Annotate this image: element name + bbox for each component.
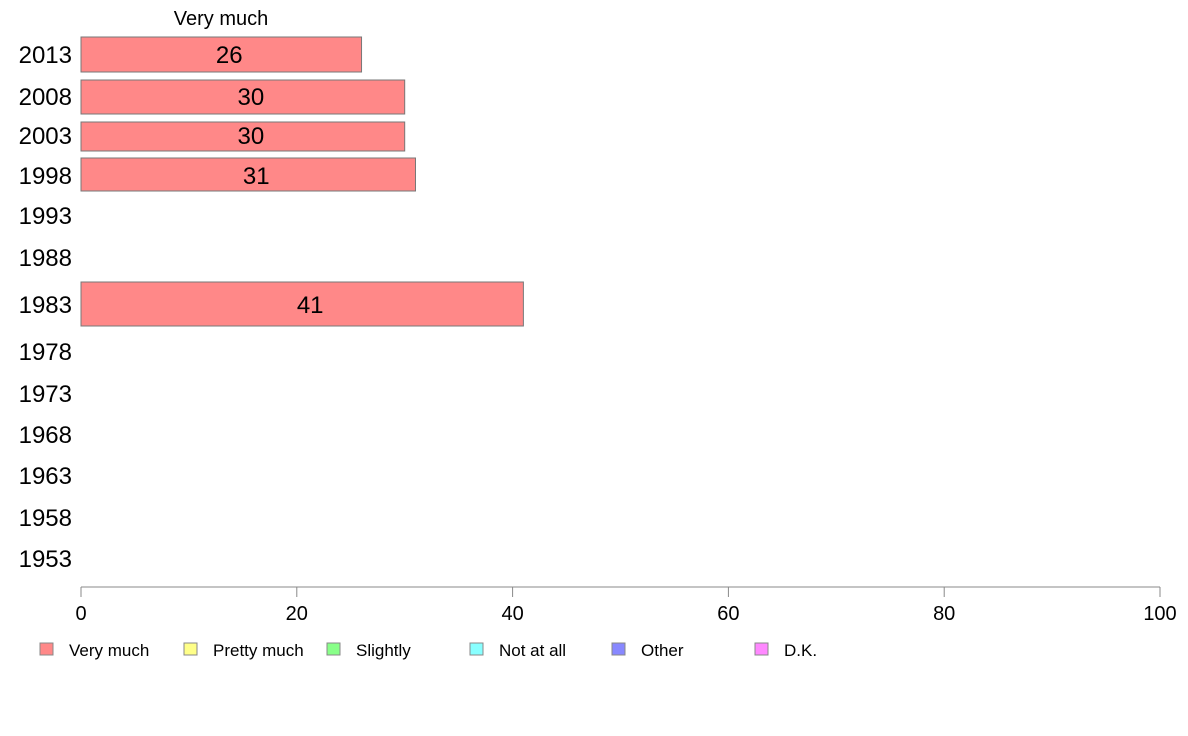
legend: Very much Pretty much Slightly Not at all Ot…: [39, 641, 817, 660]
bar-value-label-2013: 26: [216, 42, 243, 69]
legend-swatch: [39, 642, 54, 656]
x-tick-label: 20: [286, 603, 308, 625]
legend-swatch: [183, 642, 198, 656]
x-tick-label: 80: [933, 603, 955, 625]
year-label-2013: 2013: [19, 42, 72, 69]
legend-swatch: [326, 642, 341, 656]
year-label-1963: 1963: [19, 463, 72, 490]
bar-2013: [80, 36, 363, 73]
bars: 26 30 30 31 41: [80, 36, 524, 327]
year-label-1998: 1998: [19, 163, 72, 190]
year-label-1953: 1953: [19, 546, 72, 573]
x-tick-label: 100: [1143, 603, 1176, 625]
x-tick-label: 0: [75, 603, 86, 625]
year-label-2008: 2008: [19, 84, 72, 111]
series-header: Very much: [174, 8, 268, 30]
year-label-1973: 1973: [19, 381, 72, 408]
bar-1998: [80, 157, 416, 192]
bar-value-label-2008: 30: [237, 84, 264, 111]
legend-label: Other: [641, 641, 684, 660]
legend-label: Very much: [69, 641, 149, 660]
x-axis: 0 20 40 60 80 100: [75, 586, 1177, 625]
year-label-1958: 1958: [19, 505, 72, 532]
legend-label: Pretty much: [213, 641, 304, 660]
bar-value-label-2003: 30: [237, 123, 264, 150]
x-tick-label: 40: [501, 603, 523, 625]
bar-2003: [80, 121, 406, 152]
bar-2008: [80, 79, 406, 115]
year-label-2003: 2003: [19, 123, 72, 150]
year-label-1983: 1983: [19, 292, 72, 319]
year-label-1993: 1993: [19, 203, 72, 230]
year-label-1968: 1968: [19, 422, 72, 449]
legend-swatch: [469, 642, 484, 656]
year-label-1988: 1988: [19, 245, 72, 272]
bar-value-label-1998: 31: [243, 163, 270, 190]
legend-label: Not at all: [499, 641, 566, 660]
legend-swatch: [754, 642, 769, 656]
bar-value-label-1983: 41: [297, 292, 324, 319]
year-label-1978: 1978: [19, 339, 72, 366]
x-tick-label: 60: [717, 603, 739, 625]
legend-label: D.K.: [784, 641, 817, 660]
year-labels: 2013 2008 2003 1998 1993 1988 1983 1978 1973 1968…: [19, 42, 72, 573]
legend-swatch: [611, 642, 626, 656]
bar-1983: [80, 281, 524, 327]
legend-label: Slightly: [356, 641, 411, 660]
